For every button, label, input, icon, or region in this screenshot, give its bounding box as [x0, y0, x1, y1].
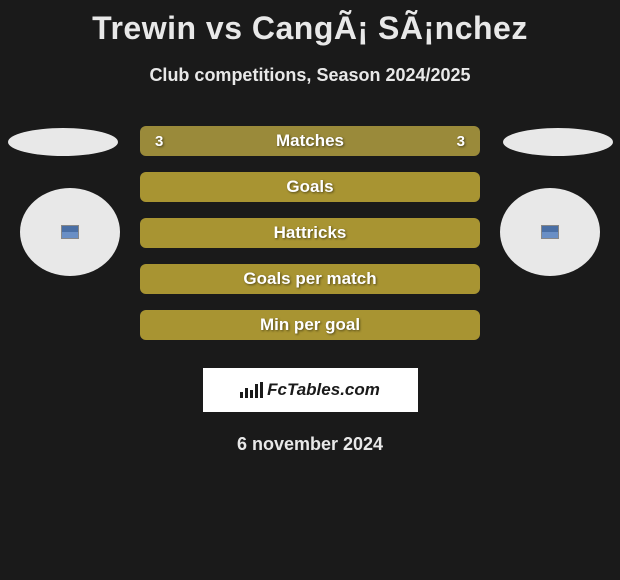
left-ellipse	[8, 128, 118, 156]
stat-left-value: 3	[155, 133, 163, 150]
stat-right-value: 3	[457, 133, 465, 150]
comparison-chart: 3 Matches 3 Goals Hattricks Goals per ma…	[0, 126, 620, 356]
logo-text: FcTables.com	[267, 380, 380, 400]
page-title: Trewin vs CangÃ¡ SÃ¡nchez	[0, 0, 620, 47]
right-player-badge	[500, 188, 600, 276]
stat-label: Hattricks	[274, 223, 347, 243]
right-ellipse	[503, 128, 613, 156]
bars-container: 3 Matches 3 Goals Hattricks Goals per ma…	[140, 126, 480, 356]
date-text: 6 november 2024	[0, 434, 620, 455]
flag-icon	[61, 225, 79, 239]
chart-icon	[240, 382, 263, 398]
stat-label: Matches	[276, 131, 344, 151]
left-player-badge	[20, 188, 120, 276]
logo-box: FcTables.com	[203, 368, 418, 412]
stat-label: Min per goal	[260, 315, 360, 335]
stat-bar-matches: 3 Matches 3	[140, 126, 480, 156]
stat-bar-hattricks: Hattricks	[140, 218, 480, 248]
flag-icon	[541, 225, 559, 239]
player-right-shapes	[500, 128, 615, 276]
subtitle: Club competitions, Season 2024/2025	[0, 65, 620, 86]
stat-label: Goals per match	[243, 269, 376, 289]
stat-bar-goals: Goals	[140, 172, 480, 202]
stat-label: Goals	[286, 177, 333, 197]
player-left-shapes	[5, 128, 120, 276]
stat-bar-min-per-goal: Min per goal	[140, 310, 480, 340]
logo-content: FcTables.com	[240, 380, 380, 400]
stat-bar-goals-per-match: Goals per match	[140, 264, 480, 294]
